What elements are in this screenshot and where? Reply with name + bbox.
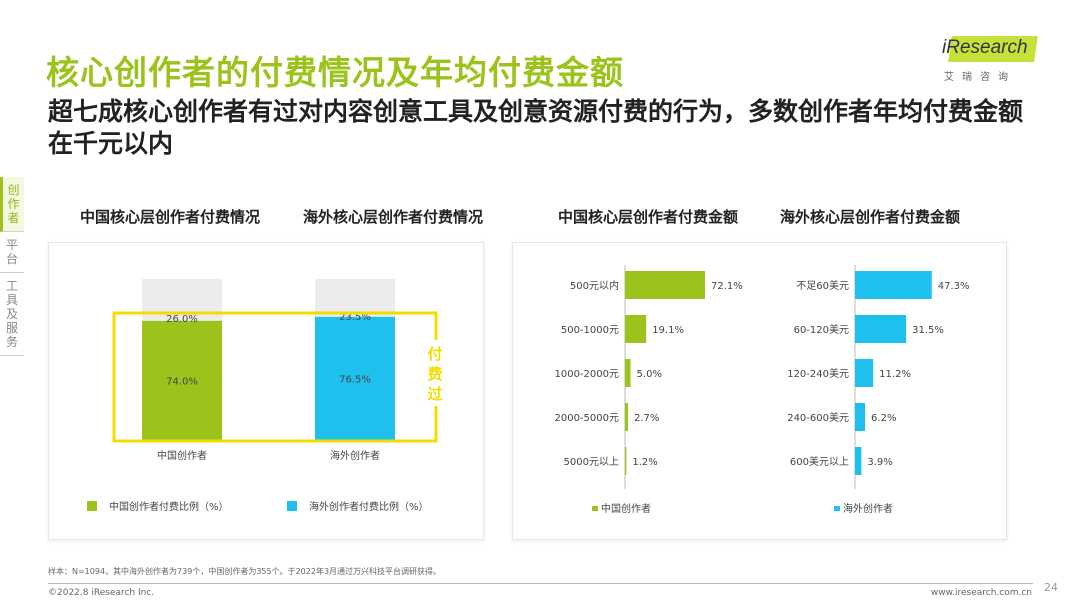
bar	[855, 315, 907, 343]
data-label: 19.1%	[652, 325, 684, 336]
annotation-bg	[425, 340, 445, 406]
sidebar-item-label: 创作者	[7, 183, 20, 225]
bar	[625, 359, 631, 387]
copyright: ©2022.8 iResearch Inc.	[48, 588, 155, 598]
data-label: 1.2%	[632, 457, 657, 468]
website: www.iresearch.com.cn	[930, 588, 1032, 598]
category-label: 120-240美元	[787, 367, 849, 380]
data-label: 11.2%	[879, 369, 911, 380]
category-label: 600美元以上	[790, 455, 849, 468]
data-label: 6.2%	[871, 413, 896, 424]
bar-paid	[142, 320, 222, 440]
legend-label: 海外创作者	[843, 502, 893, 515]
page-number: 24	[1044, 581, 1058, 594]
legend-swatch	[287, 501, 297, 511]
bar	[625, 271, 705, 299]
category-label: 中国创作者	[157, 449, 207, 462]
sidebar-item-tools[interactable]: 工具及服务	[0, 273, 24, 356]
panel-title-os-payment: 海外核心层创作者付费情况	[303, 208, 484, 226]
payment-stacked-chart: 26.0% 74.0% 中国创作者 23.5% 76.5% 海外创作者 付费过中国创作者付费…	[87, 279, 445, 513]
data-label: 31.5%	[912, 325, 944, 336]
sidebar-item-label: 工具及服务	[6, 279, 19, 349]
legend-swatch	[834, 506, 840, 511]
legend-label: 海外创作者付费比例（%）	[309, 500, 429, 513]
data-label: 3.9%	[867, 457, 892, 468]
data-label: 23.5%	[339, 312, 371, 323]
data-label: 74.0%	[166, 376, 198, 387]
panel-title-os-amount: 海外核心层创作者付费金额	[780, 208, 961, 226]
page-subtitle: 超七成核心创作者有过对内容创意工具及创意资源付费的行为，多数创作者年均付费金额在…	[48, 97, 1024, 158]
bar	[855, 359, 874, 387]
data-label: 72.1%	[711, 281, 743, 292]
data-label: 26.0%	[166, 314, 198, 325]
category-label: 60-120美元	[794, 323, 849, 336]
bar	[625, 403, 628, 431]
category-label: 不足60美元	[796, 279, 849, 292]
category-label: 5000元以上	[564, 456, 619, 468]
category-label: 海外创作者	[330, 449, 380, 462]
legend-label: 中国创作者	[601, 502, 651, 515]
category-label: 500元以内	[570, 279, 619, 292]
sidebar-item-creators[interactable]: 创作者	[0, 177, 24, 232]
category-label: 240-600美元	[787, 411, 849, 424]
logo-text: iResearch	[942, 37, 1028, 58]
category-label: 2000-5000元	[554, 413, 619, 424]
bar	[855, 403, 866, 431]
data-label: 76.5%	[339, 374, 371, 385]
sidebar-item-label: 平台	[6, 238, 19, 266]
section-sidebar: 创作者 平台 工具及服务	[0, 177, 24, 356]
data-label: 2.7%	[634, 413, 659, 424]
bar-paid	[315, 316, 395, 440]
bar	[855, 447, 862, 475]
bar	[855, 271, 932, 299]
footnote: 样本：N=1094，其中海外创作者为739个，中国创作者为355个。于2022年…	[48, 567, 442, 576]
logo-subtext: 艾瑞咨询	[944, 72, 1016, 83]
sidebar-item-platform[interactable]: 平台	[0, 232, 24, 273]
chart-panel-amount: 500元以内 72.1% 500-1000元 19.1% 1000-2000元 5.0% 2…	[512, 242, 1007, 540]
bar	[625, 447, 627, 475]
category-label: 1000-2000元	[554, 369, 619, 380]
legend-swatch	[592, 506, 598, 511]
category-label: 500-1000元	[561, 325, 619, 336]
amount-bar-charts: 500元以内 72.1% 500-1000元 19.1% 1000-2000元 5.0% 2…	[554, 265, 970, 515]
data-label: 47.3%	[938, 281, 970, 292]
annotation-char: 费	[427, 365, 442, 383]
legend-swatch	[87, 501, 97, 511]
legend-label: 中国创作者付费比例（%）	[109, 500, 229, 513]
panel-title-cn-amount: 中国核心层创作者付费金额	[558, 208, 739, 226]
chart-panel-payment: 26.0% 74.0% 中国创作者 23.5% 76.5% 海外创作者 付费过中国创作者付费…	[48, 242, 484, 540]
annotation-char: 过	[427, 385, 442, 403]
footer-divider	[48, 583, 1033, 584]
page-title: 核心创作者的付费情况及年均付费金额	[46, 53, 624, 92]
panel-title-cn-payment: 中国核心层创作者付费情况	[80, 208, 261, 226]
annotation-char: 付	[427, 345, 442, 363]
data-label: 5.0%	[637, 369, 662, 380]
bar-unpaid	[315, 279, 395, 317]
bar	[625, 315, 647, 343]
iresearch-logo: iResearch 艾瑞咨询	[938, 36, 1048, 84]
